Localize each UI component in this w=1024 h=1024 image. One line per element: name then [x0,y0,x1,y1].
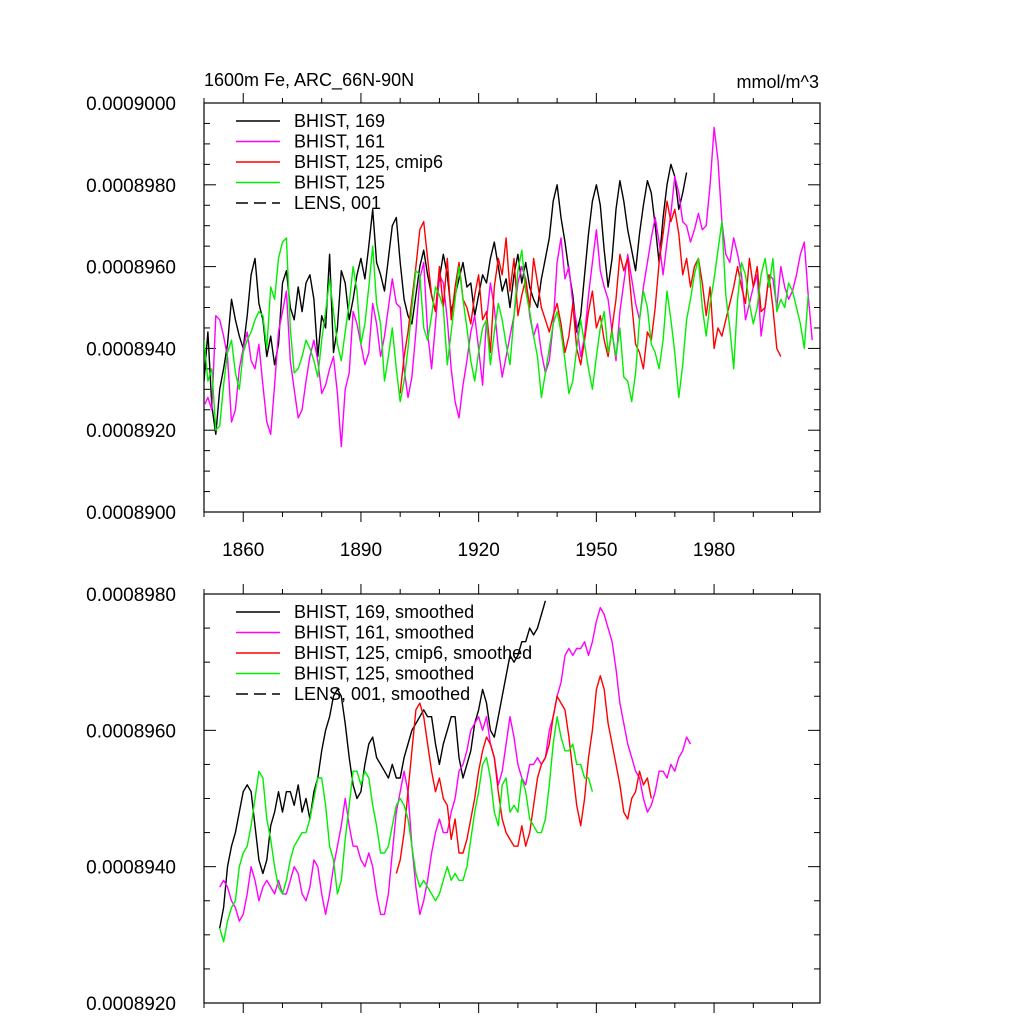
bottom-legend-label-4: LENS, 001, smoothed [294,684,470,704]
top-y-tick-label: 0.0008960 [86,258,176,279]
bottom-y-tick-label: 0.0008940 [86,858,176,879]
bottom-series-line-3 [219,716,594,943]
top-legend-label-0: BHIST, 169 [294,111,385,131]
top-x-tick-label-1860: 1860 [222,540,264,561]
top-series-line-1 [204,126,813,448]
bottom-series-line-0 [219,600,547,929]
bottom-series-line-1 [219,606,692,922]
top-y-tick-label: 0.0008900 [86,503,176,524]
top-y-tick-label: 0.0008920 [86,421,176,442]
top-series-line-0 [204,163,688,435]
top-legend-label-3: BHIST, 125 [294,173,385,193]
top-series-line-3 [204,220,809,431]
bottom-series-line-2 [395,675,652,874]
top-x-tick-label-1890: 1890 [340,540,382,561]
top-legend-label-4: LENS, 001 [294,193,381,213]
top-x-tick-label-1950: 1950 [575,540,617,561]
top-panel: 1860 1890 1920 1950 1980 0.0008900 0.0008920 0.… [86,93,821,561]
bottom-legend-label-0: BHIST, 169, smoothed [294,602,474,622]
bottom-panel: 0.0008920 0.0008940 0.0008960 0.0008980 BHIS… [86,584,821,1015]
top-legend-label-1: BHIST, 161 [294,132,385,152]
top-x-tick-label-1920: 1920 [458,540,500,561]
top-y-tick-label: 0.0008940 [86,339,176,360]
top-y-tick-label: 0.0009000 [86,94,176,115]
bottom-legend-label-2: BHIST, 125, cmip6, smoothed [294,643,532,663]
bottom-legend-label-1: BHIST, 161, smoothed [294,623,474,643]
top-legend-label-2: BHIST, 125, cmip6 [294,152,443,172]
bottom-y-tick-label: 0.0008960 [86,721,176,742]
units-label: mmol/m^3 [737,72,819,92]
bottom-legend-label-3: BHIST, 125, smoothed [294,664,474,684]
top-y-tick-label: 0.0008980 [86,176,176,197]
figure-title: 1600m Fe, ARC_66N-90N [204,70,414,91]
bottom-y-tick-label: 0.0008980 [86,585,176,606]
bottom-y-tick-label: 0.0008920 [86,994,176,1015]
top-series-line-2 [399,200,782,394]
top-x-tick-label-1980: 1980 [693,540,735,561]
